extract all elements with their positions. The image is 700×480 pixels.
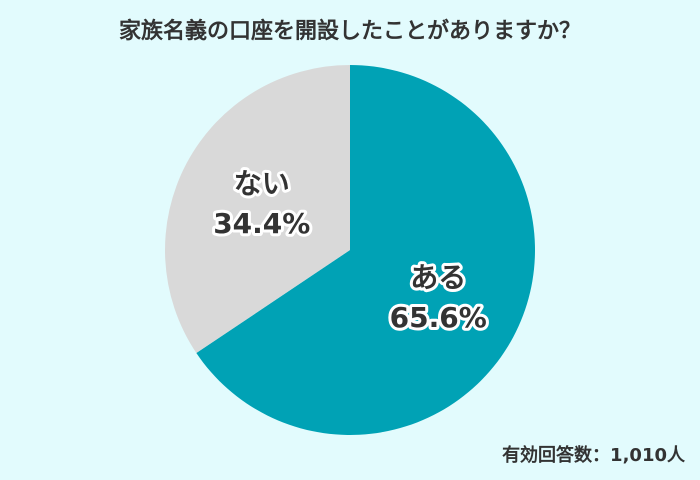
value-label: 65.6% [390, 301, 487, 334]
note: 有効回答数：1,010人 [502, 444, 686, 466]
pie-slice [196, 65, 535, 435]
slice-label: ある [410, 261, 466, 294]
value-label: 34.4% [213, 207, 310, 240]
pie-slice [164, 65, 350, 354]
slice-label: ない [234, 167, 290, 200]
chart-title: 家族名義の口座を開設したことがありますか？ [119, 18, 581, 44]
